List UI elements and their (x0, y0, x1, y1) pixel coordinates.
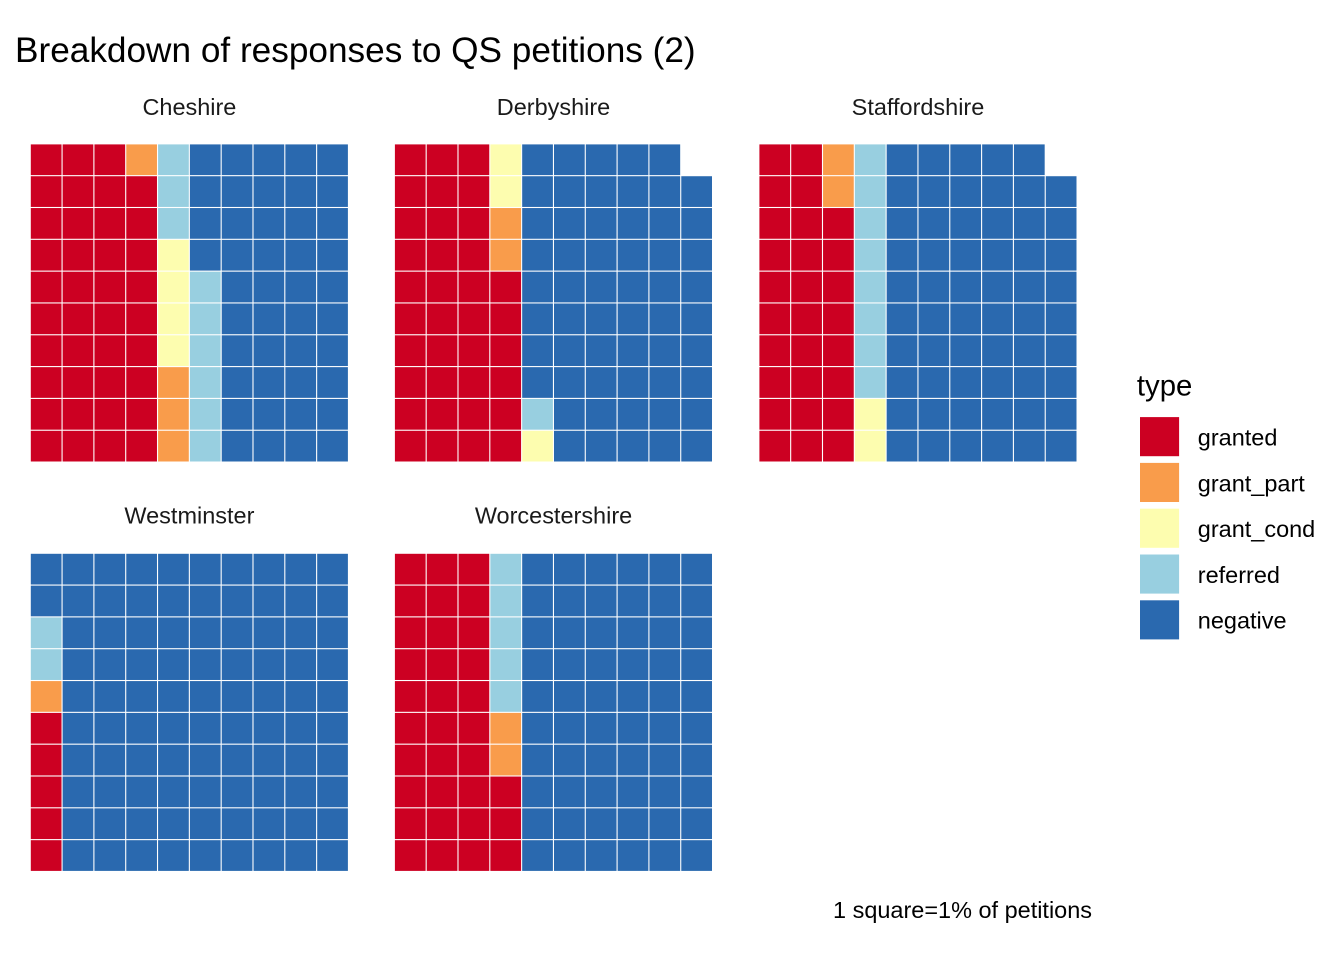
svg-text:Breakdown of responses to QS p: Breakdown of responses to QS petitions (… (15, 31, 696, 70)
svg-text:granted: granted (1198, 425, 1278, 451)
svg-text:type: type (1137, 370, 1192, 403)
svg-text:referred: referred (1198, 562, 1280, 588)
svg-text:Westminster: Westminster (124, 503, 254, 529)
svg-text:1 square=1% of petitions: 1 square=1% of petitions (833, 897, 1092, 923)
svg-text:grant_part: grant_part (1198, 470, 1305, 496)
svg-text:Derbyshire: Derbyshire (497, 94, 610, 120)
svg-text:negative: negative (1198, 608, 1287, 634)
svg-text:grant_cond: grant_cond (1198, 516, 1315, 542)
svg-text:Staffordshire: Staffordshire (852, 94, 985, 120)
svg-text:Worcestershire: Worcestershire (475, 503, 632, 529)
svg-text:Cheshire: Cheshire (142, 94, 236, 120)
